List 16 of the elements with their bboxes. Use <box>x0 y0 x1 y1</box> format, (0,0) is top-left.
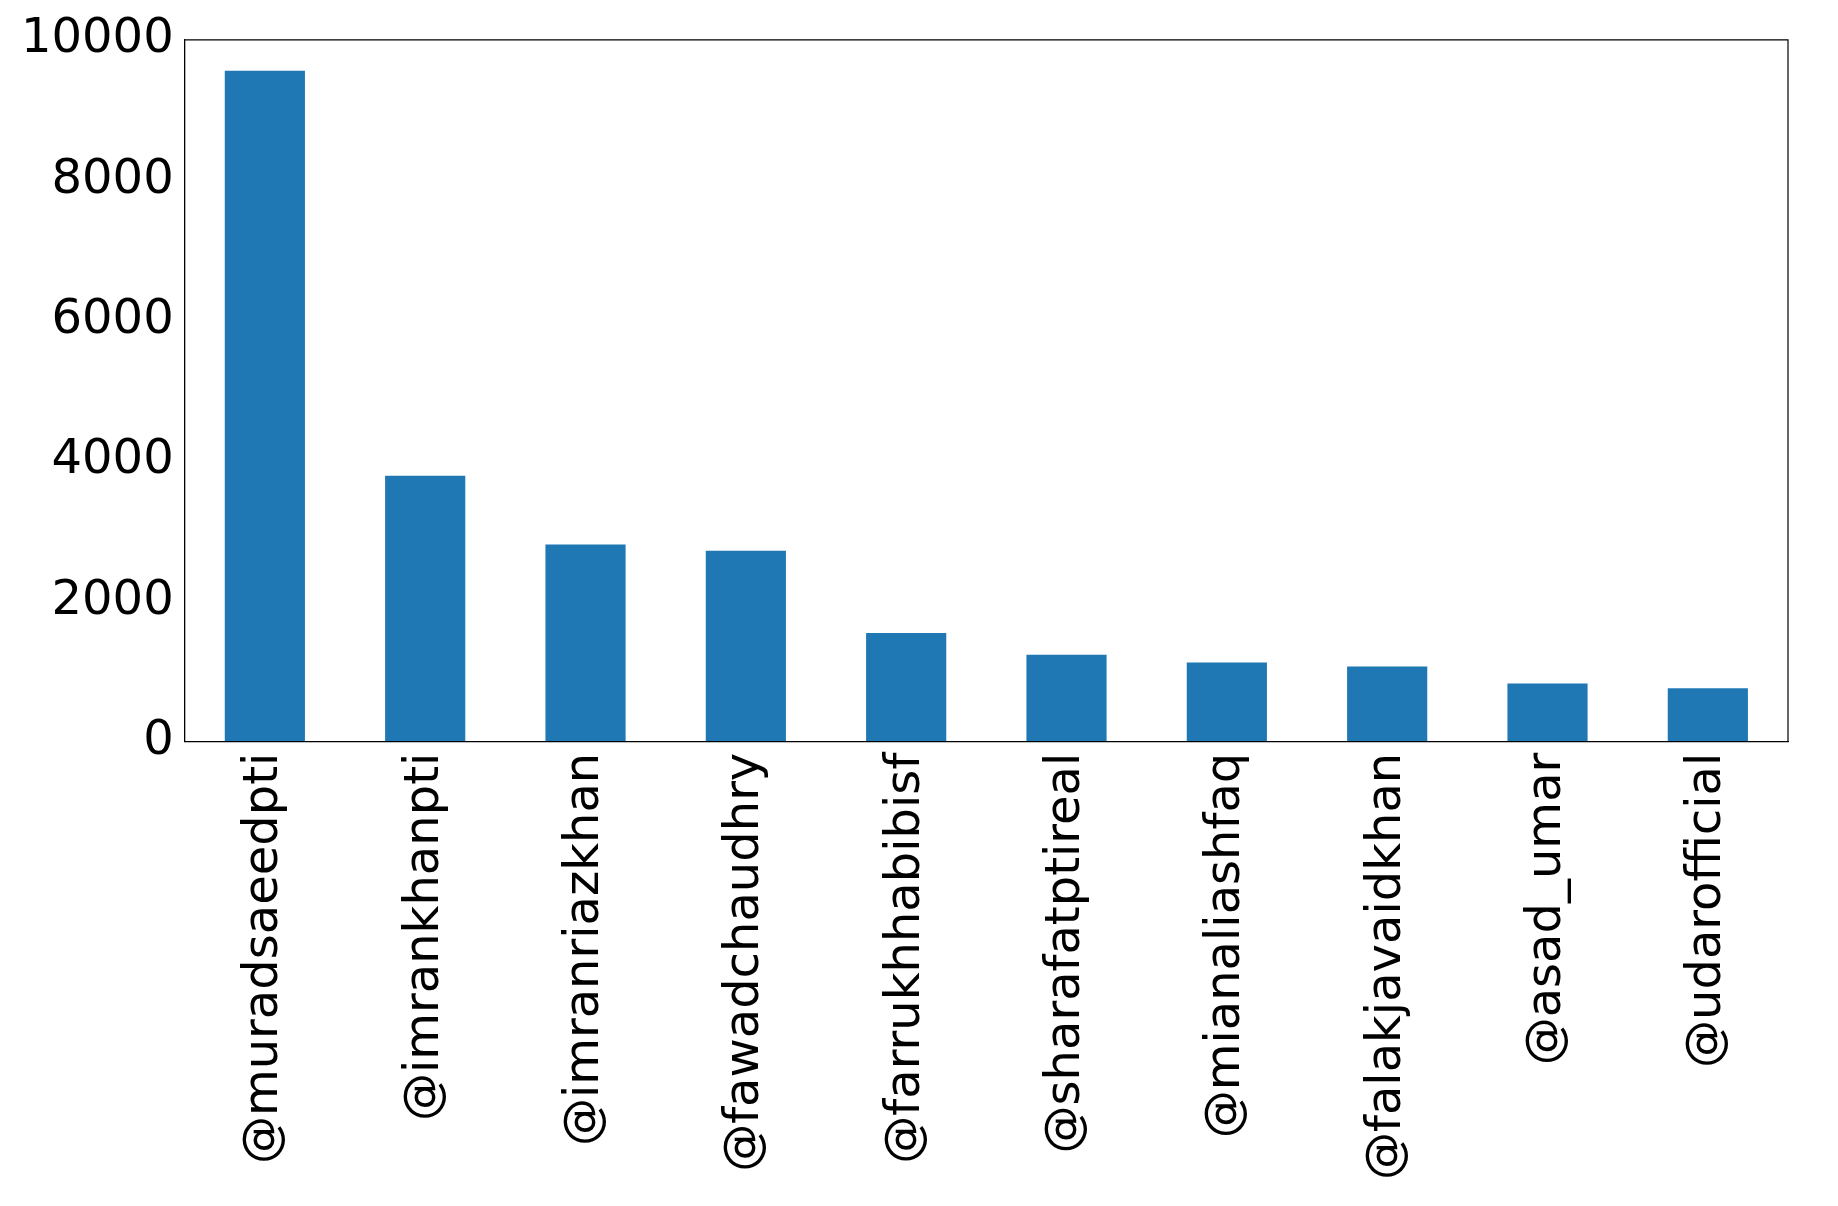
y-tick-label: 0 <box>143 709 174 766</box>
x-tick-label: @asad_umar <box>1514 752 1571 1066</box>
y-tick-label: 4000 <box>51 428 174 485</box>
x-tick-label: @falakjavaidkhan <box>1354 752 1411 1181</box>
x-tick-label: @imranriazkhan <box>552 752 609 1147</box>
x-tick-label: @muradsaeedpti <box>232 752 289 1165</box>
x-tick-label: @udarofficial <box>1675 752 1732 1068</box>
y-tick-label: 6000 <box>51 288 174 345</box>
y-tick-label: 8000 <box>51 147 174 204</box>
x-tick-label: @sharafatptireal <box>1033 752 1090 1154</box>
x-tick-label: @imrankhanpti <box>392 752 449 1122</box>
x-tick-label: @mianaliashfaq <box>1194 752 1251 1139</box>
y-tick-label: 10000 <box>20 7 174 64</box>
y-tick-label: 2000 <box>51 568 174 625</box>
x-tick-label: @farrukhhabibisf <box>873 751 930 1164</box>
x-tick-label: @fawadchaudhry <box>713 752 770 1172</box>
